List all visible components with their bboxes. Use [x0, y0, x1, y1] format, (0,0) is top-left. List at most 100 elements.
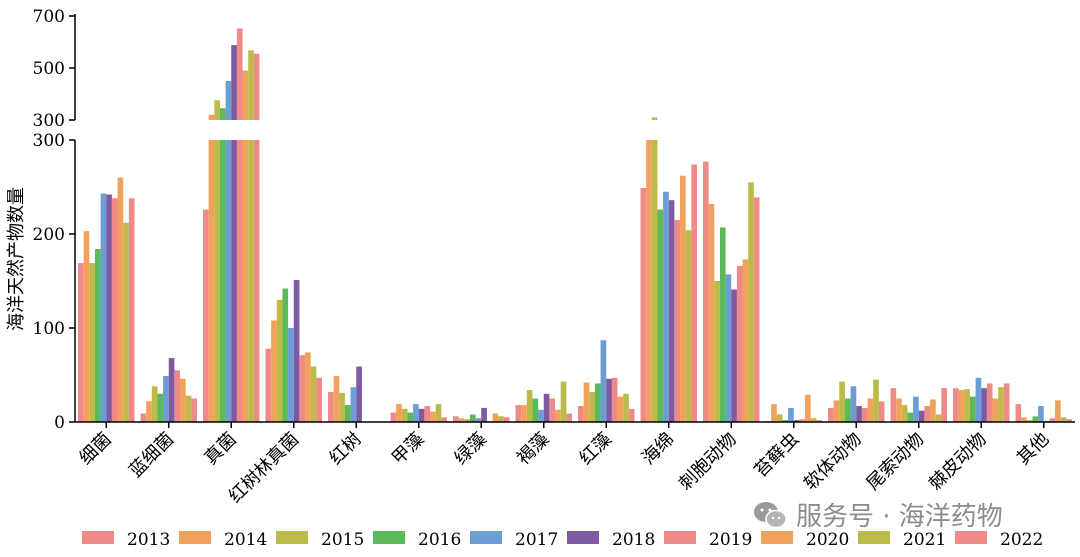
x-tick-label: 绿藻: [450, 429, 490, 469]
legend-label: 2019: [709, 530, 752, 550]
bar: [441, 417, 447, 422]
bar: [242, 70, 249, 120]
bar: [498, 416, 504, 422]
bar: [748, 182, 754, 422]
bar: [106, 194, 112, 422]
bar: [958, 390, 965, 422]
bar: [896, 398, 902, 422]
bar: [157, 393, 164, 422]
y-tick-label: 200: [33, 225, 65, 245]
bar: [339, 392, 345, 422]
legend-swatch: [276, 531, 308, 544]
x-tick-label: 蓝细菌: [125, 429, 178, 482]
bar: [333, 375, 340, 422]
bar: [424, 406, 431, 422]
bar: [998, 387, 1004, 422]
bar: [503, 417, 510, 422]
bar: [663, 191, 669, 422]
bar: [236, 140, 243, 422]
bar: [453, 416, 459, 422]
bar: [810, 418, 817, 422]
bar: [253, 140, 260, 422]
bar: [458, 418, 465, 422]
legend-label: 2020: [806, 530, 849, 550]
y-tick-label: 100: [33, 319, 65, 339]
bar: [828, 407, 834, 422]
legend-swatch: [858, 531, 890, 544]
bar: [799, 419, 806, 422]
bar: [117, 177, 124, 422]
bar: [111, 198, 118, 422]
bar: [850, 386, 857, 422]
legend-label: 2021: [903, 530, 946, 550]
bar: [78, 263, 84, 422]
bar: [844, 398, 851, 422]
bar: [1055, 400, 1061, 422]
bar: [594, 383, 601, 422]
bar: [714, 281, 720, 422]
bar: [100, 193, 107, 422]
bar: [526, 390, 533, 422]
x-tick-label: 细菌: [75, 429, 115, 469]
bar: [208, 114, 215, 120]
bar: [668, 200, 675, 422]
bar: [680, 175, 686, 422]
x-tick-label: 刺胞动物: [675, 429, 741, 495]
bar: [356, 366, 362, 422]
bar: [873, 379, 879, 422]
legend-swatch: [761, 531, 793, 544]
bar: [521, 405, 527, 422]
bar: [225, 81, 232, 120]
bar: [407, 412, 414, 422]
x-tick-label: 软体动物: [800, 429, 866, 495]
bar: [719, 227, 726, 422]
bar: [492, 413, 499, 422]
bar: [856, 406, 862, 422]
legend-label: 2016: [418, 530, 461, 550]
bar: [413, 404, 419, 422]
bar: [305, 352, 311, 422]
bar: [657, 209, 664, 422]
bar: [691, 164, 697, 422]
y-upper-tick-label: 500: [33, 59, 65, 79]
bar: [344, 405, 351, 422]
bar: [941, 388, 947, 422]
bar: [890, 388, 897, 422]
bar: [543, 393, 550, 422]
bar: [776, 414, 783, 422]
bar: [703, 161, 709, 422]
bar: [555, 409, 561, 422]
bar: [1066, 419, 1072, 422]
bar: [560, 381, 567, 422]
bar: [185, 395, 192, 422]
bar: [328, 391, 334, 422]
bar: [901, 405, 908, 422]
bar: [986, 383, 993, 422]
bar: [646, 140, 652, 422]
bar: [293, 280, 300, 422]
bar: [430, 411, 436, 422]
bar: [94, 249, 101, 422]
bar: [236, 28, 243, 121]
bar: [146, 401, 152, 422]
bar: [566, 413, 572, 422]
bar: [611, 377, 618, 422]
legend-label: 2018: [612, 530, 655, 550]
bar: [208, 140, 215, 422]
legend-label: 2017: [515, 530, 558, 550]
bar: [907, 412, 914, 422]
bar: [203, 209, 209, 422]
bar: [1060, 417, 1067, 422]
bar: [589, 391, 595, 422]
bar: [163, 375, 169, 422]
x-tick-label: 褐藻: [513, 429, 553, 469]
bar: [623, 393, 629, 422]
bar: [191, 398, 197, 422]
bar: [924, 406, 931, 422]
bar: [725, 274, 732, 422]
bars-group: [78, 28, 1072, 422]
bar: [89, 263, 95, 422]
y-tick-label: 300: [33, 131, 65, 151]
watermark-text: 服务号 · 海洋药物: [796, 502, 1003, 532]
bar: [481, 407, 487, 422]
